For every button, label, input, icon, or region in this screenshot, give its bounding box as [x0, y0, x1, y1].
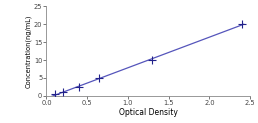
Point — [77, 86, 81, 88]
Point — [61, 91, 65, 93]
Point — [240, 23, 244, 25]
Point — [97, 77, 101, 79]
Point — [53, 93, 57, 95]
Y-axis label: Concentration(ng/mL): Concentration(ng/mL) — [25, 14, 32, 88]
X-axis label: Optical Density: Optical Density — [119, 108, 178, 117]
Point — [150, 59, 155, 61]
